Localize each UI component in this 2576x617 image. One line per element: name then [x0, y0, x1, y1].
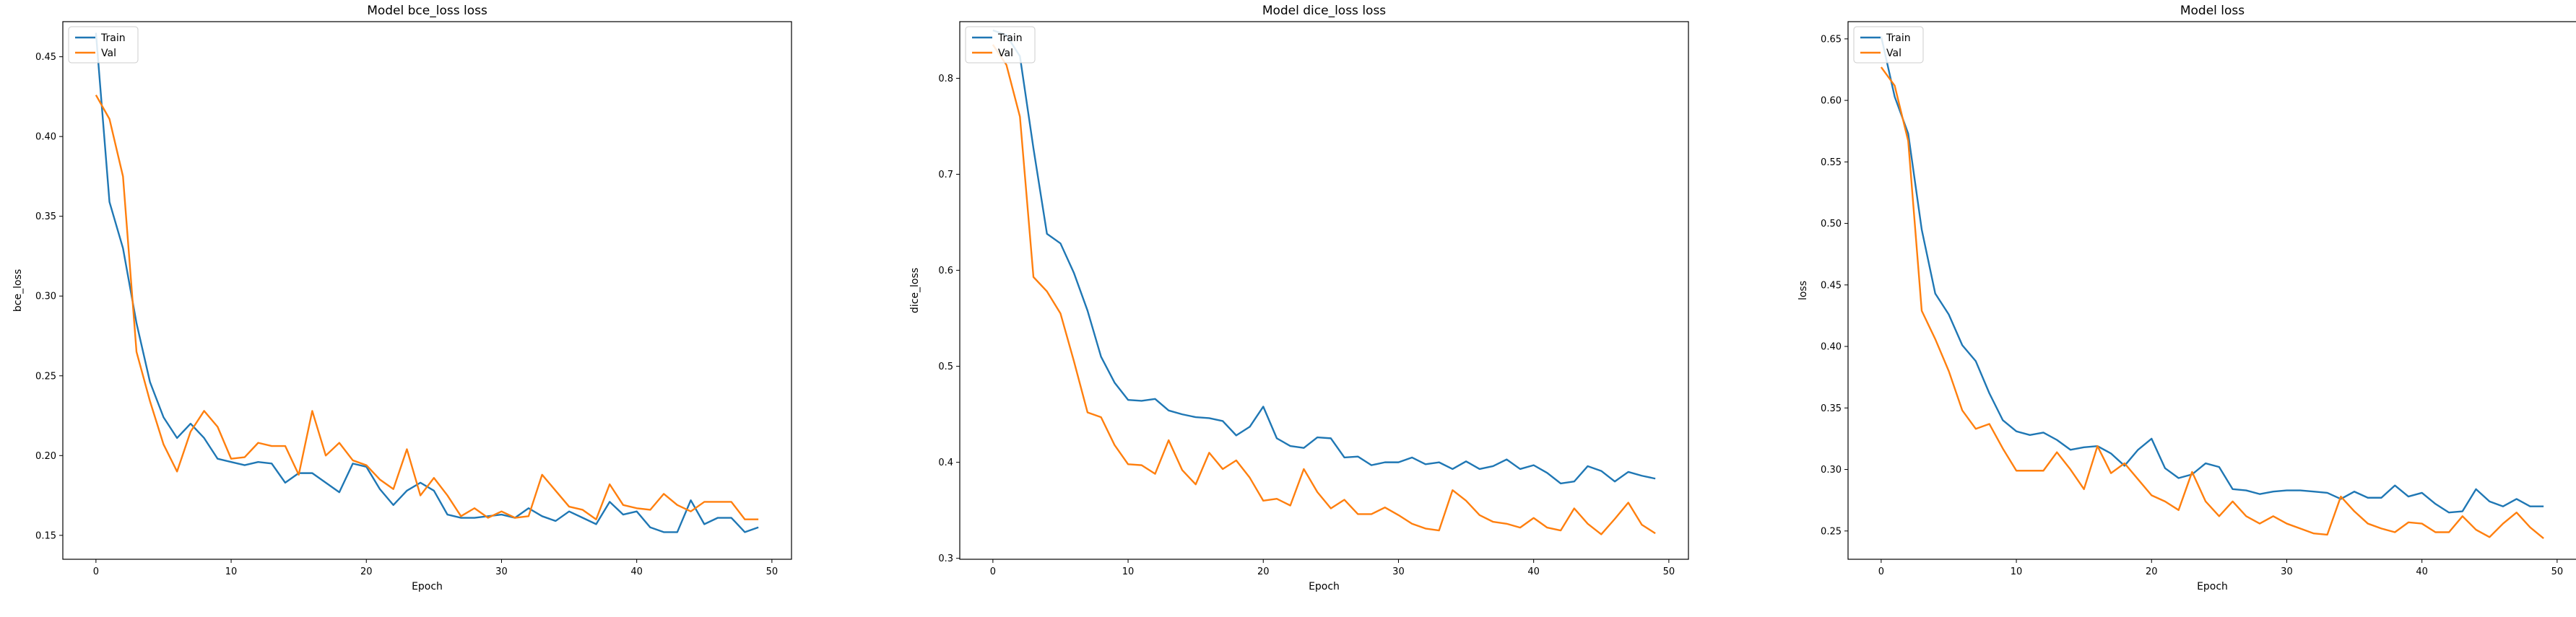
x-tick-label: 0 — [990, 566, 996, 577]
x-tick-label: 10 — [2011, 566, 2023, 577]
chart-title: Model bce_loss loss — [367, 4, 487, 18]
y-tick-label: 0.15 — [35, 530, 56, 541]
x-axis-label: Epoch — [1309, 581, 1340, 592]
chart-title: Model loss — [2180, 4, 2245, 18]
subplot-2: Model dice_loss loss 0 10 20 30 40 50 0.3 0.4 0.5… — [909, 4, 1689, 592]
series-line-val — [1880, 66, 2544, 539]
legend-label-train: Train — [1886, 32, 1911, 44]
axes-frame — [1847, 21, 2576, 560]
x-axis-label: Epoch — [2197, 581, 2228, 592]
y-tick-label: 0.65 — [1821, 34, 1842, 45]
subplot-1: Model bce_loss loss 0 10 20 30 40 50 0.15 0.20 0.… — [12, 4, 792, 592]
x-tick-label: 30 — [1392, 566, 1405, 577]
series-line-train — [992, 29, 1656, 485]
x-tick-label: 30 — [2281, 566, 2293, 577]
x-tick-label: 10 — [225, 566, 238, 577]
x-tick-label: 40 — [2416, 566, 2428, 577]
y-tick-label: 0.30 — [1821, 465, 1842, 476]
x-tick-label: 20 — [360, 566, 373, 577]
y-tick-label: 0.60 — [1821, 96, 1842, 107]
y-tick-label: 0.45 — [1821, 280, 1842, 291]
y-tick-label: 0.7 — [938, 170, 953, 180]
x-tick-label: 50 — [1663, 566, 1675, 577]
y-tick-label: 0.40 — [1821, 342, 1842, 353]
legend: Train Val — [965, 26, 1036, 64]
y-tick-label: 0.25 — [35, 371, 56, 382]
series-line-train — [95, 32, 759, 533]
x-tick-label: 30 — [495, 566, 508, 577]
series-line-train — [1880, 36, 2544, 514]
legend-label-train: Train — [997, 32, 1023, 44]
y-tick-label: 0.55 — [1821, 157, 1842, 168]
x-tick-label: 40 — [630, 566, 643, 577]
y-tick-label: 0.45 — [35, 52, 56, 63]
y-tick-label: 0.35 — [35, 211, 56, 222]
x-tick-label: 20 — [2146, 566, 2158, 577]
y-axis-label: loss — [1797, 281, 1809, 300]
x-tick-label: 50 — [2551, 566, 2564, 577]
y-tick-label: 0.50 — [1821, 219, 1842, 229]
y-tick-label: 0.35 — [1821, 403, 1842, 414]
y-axis-label: dice_loss — [909, 268, 921, 313]
y-tick-label: 0.3 — [938, 553, 953, 564]
legend-box — [1853, 26, 1924, 64]
legend-label-val: Val — [998, 48, 1013, 59]
legend-label-val: Val — [101, 48, 116, 59]
chart-title: Model dice_loss loss — [1262, 4, 1386, 18]
legend-label-train: Train — [100, 32, 126, 44]
axes-frame — [959, 21, 1689, 560]
x-tick-label: 0 — [1878, 566, 1884, 577]
x-tick-label: 40 — [1527, 566, 1540, 577]
legend-box — [68, 26, 139, 64]
y-tick-label: 0.25 — [1821, 526, 1842, 537]
y-tick-label: 0.20 — [35, 451, 56, 462]
legend: Train Val — [1853, 26, 1924, 64]
y-tick-label: 0.4 — [938, 458, 953, 468]
y-tick-label: 0.5 — [938, 362, 953, 372]
series-line-val — [95, 95, 759, 520]
y-tick-label: 0.8 — [938, 74, 953, 84]
y-tick-label: 0.40 — [35, 132, 56, 143]
axes-frame — [62, 21, 792, 560]
x-tick-label: 0 — [93, 566, 99, 577]
y-tick-label: 0.6 — [938, 266, 953, 276]
x-tick-label: 50 — [766, 566, 779, 577]
legend-label-val: Val — [1886, 48, 1901, 59]
x-tick-label: 10 — [1122, 566, 1135, 577]
y-tick-label: 0.30 — [35, 292, 56, 302]
series-line-val — [992, 44, 1656, 535]
y-axis-label: bce_loss — [12, 269, 24, 312]
x-axis-label: Epoch — [412, 581, 443, 592]
subplot-3: Model loss 0 10 20 30 40 50 0.25 0.30 0.35 0.40 0.4… — [1797, 4, 2576, 592]
legend: Train Val — [68, 26, 139, 64]
legend-box — [965, 26, 1036, 64]
x-tick-label: 20 — [1257, 566, 1270, 577]
